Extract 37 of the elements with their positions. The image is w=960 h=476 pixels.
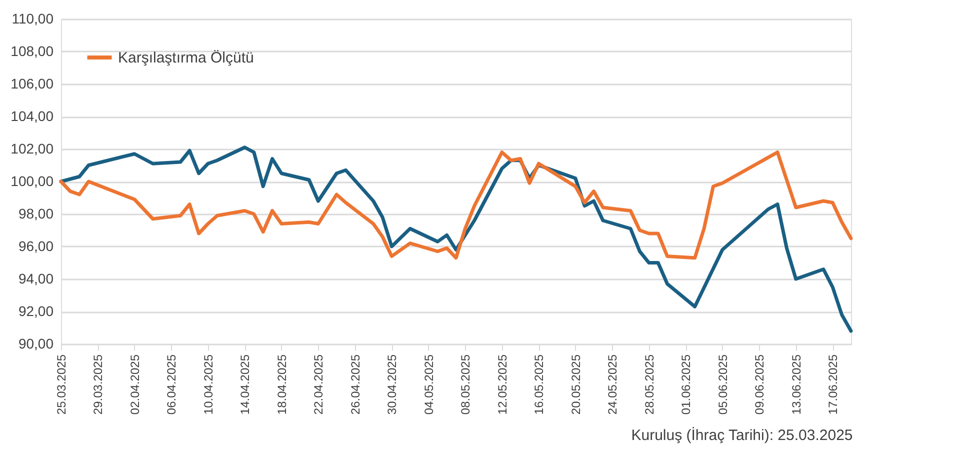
y-tick-label: 108,00 xyxy=(10,43,54,59)
x-tick-label: 17.06.2025 xyxy=(826,354,840,415)
x-tick-label: 05.06.2025 xyxy=(716,354,730,415)
x-tick-label: 04.05.2025 xyxy=(422,354,436,415)
y-tick-label: 94,00 xyxy=(18,270,54,286)
x-tick-label: 25.03.2025 xyxy=(54,354,68,415)
x-tick-label: 13.06.2025 xyxy=(789,354,804,415)
x-tick-label: 10.04.2025 xyxy=(201,354,216,415)
x-tick-label: 12.05.2025 xyxy=(495,354,510,415)
x-tick-label: 01.06.2025 xyxy=(679,354,694,415)
x-tick-label: 20.05.2025 xyxy=(568,354,583,415)
y-tick-label: 98,00 xyxy=(18,206,54,222)
x-tick-label: 18.04.2025 xyxy=(274,354,289,415)
x-tick-label: 02.04.2025 xyxy=(128,354,142,415)
x-tick-label: 26.04.2025 xyxy=(348,354,362,415)
y-tick-label: 106,00 xyxy=(10,76,54,92)
x-tick-label: 22.04.2025 xyxy=(312,354,326,415)
x-tick-label: 24.05.2025 xyxy=(606,354,620,415)
legend-label: Karşılaştırma Ölçütü xyxy=(118,50,254,66)
x-tick-label: 16.05.2025 xyxy=(532,354,546,415)
y-tick-label: 96,00 xyxy=(18,238,54,254)
x-tick-label: 28.05.2025 xyxy=(642,354,656,415)
y-tick-label: 92,00 xyxy=(18,303,54,319)
x-tick-label: 14.04.2025 xyxy=(238,354,252,415)
x-tick-label: 30.04.2025 xyxy=(385,354,400,415)
x-tick-label: 09.06.2025 xyxy=(752,354,767,415)
line-series xyxy=(59,146,853,333)
x-tick-label: 29.03.2025 xyxy=(91,354,106,415)
x-tick-label: 06.04.2025 xyxy=(164,354,179,415)
x-tick-label: 08.05.2025 xyxy=(458,354,473,415)
y-tick-label: 100,00 xyxy=(10,173,54,189)
text: Kuruluş (İhraç Tarihi): 25.03.2025 xyxy=(631,426,853,444)
y-tick-label: 90,00 xyxy=(18,336,54,352)
y-tick-label: 102,00 xyxy=(10,140,54,156)
line-series xyxy=(59,150,853,260)
y-tick-label: 110,00 xyxy=(12,10,54,26)
y-tick-label: 104,00 xyxy=(10,108,54,124)
